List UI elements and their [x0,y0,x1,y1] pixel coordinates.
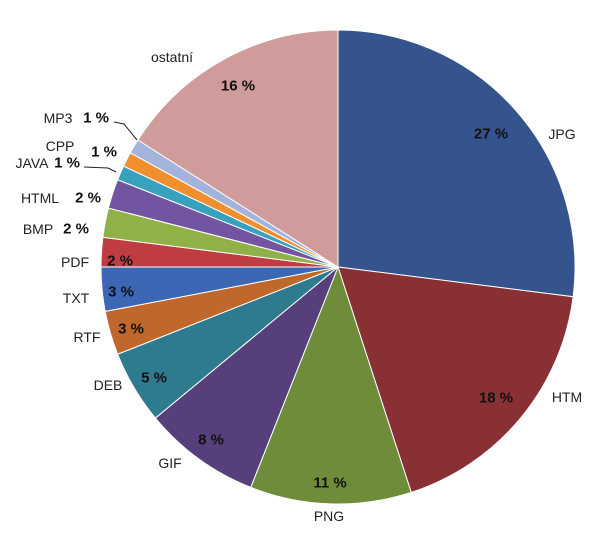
leader-line-java [83,166,117,173]
leader-lines-layer [83,121,138,173]
category-label-mp3: MP3 [44,110,73,126]
category-label-rtf: RTF [74,329,101,345]
percent-label-ostatni: 16 % [221,78,255,95]
pie-slice-png [250,265,412,505]
pie-slice-ostatni [137,29,339,268]
category-label-ostatni: ostatní [151,49,193,65]
category-label-txt: TXT [63,290,90,306]
pie-slice-gif [154,266,339,489]
percent-label-pdf: 2 % [107,253,133,270]
percent-label-mp3: 1 % [83,110,109,127]
category-label-deb: DEB [94,377,123,393]
category-label-html: HTML [21,190,59,206]
pie-slice-jpg [337,29,576,298]
percent-label-jpg: 27 % [474,126,508,143]
labels-layer: JPG 27 % HTM 18 % PNG 11 % GIF 8 % DEB 5 % RTF 3 % T… [16,49,583,524]
percent-label-txt: 3 % [108,284,134,301]
percent-label-cpp: 1 % [91,144,117,161]
leader-line-mp3 [113,121,138,141]
category-label-java: JAVA [16,155,50,171]
category-label-pdf: PDF [61,254,89,270]
category-label-png: PNG [314,508,344,524]
category-label-htm: HTM [552,389,582,405]
percent-label-htm: 18 % [479,390,513,407]
percent-label-gif: 8 % [198,432,224,449]
percent-label-html: 2 % [75,190,101,207]
percent-label-bmp: 2 % [63,221,89,238]
pie-slice-htm [337,266,574,494]
category-label-gif: GIF [158,455,181,471]
slices-layer [100,29,576,505]
category-label-cpp: CPP [46,138,75,154]
category-label-bmp: BMP [23,221,53,237]
percent-label-deb: 5 % [141,370,167,387]
category-label-jpg: JPG [548,126,575,142]
percent-label-java: 1 % [54,155,80,172]
percent-label-rtf: 3 % [118,321,144,338]
percent-label-png: 11 % [313,475,346,492]
